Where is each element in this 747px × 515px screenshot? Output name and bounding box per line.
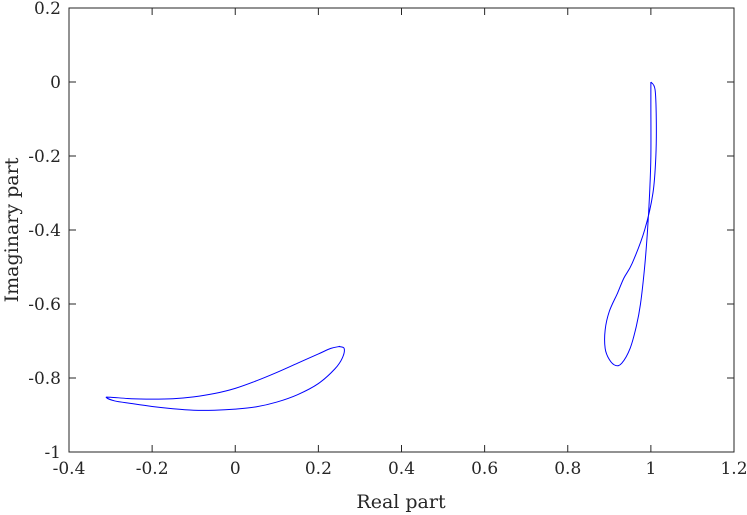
series-1-curve [604, 81, 657, 367]
x-tick-label: 0.6 [471, 459, 498, 479]
curves-layer [105, 81, 657, 411]
ticks-layer: -0.4 -0.2 0 0.2 0.4 0.6 0.8 1 1.2 -1 -0.8 -0.6 -0.4 -… [28, 0, 747, 479]
x-axis-label: Real part [356, 491, 446, 513]
y-tick-label: 0 [50, 73, 61, 93]
x-tick-label: -0.4 [53, 459, 86, 479]
y-tick-label: -1 [44, 443, 61, 463]
series-2-curve [105, 345, 345, 411]
x-tick-label: 0.4 [388, 459, 415, 479]
x-tick-label: 0.2 [305, 459, 332, 479]
y-tick-label: -0.4 [28, 221, 61, 241]
x-tick-label: 0 [230, 459, 241, 479]
y-tick-label: -0.8 [28, 369, 61, 389]
y-tick-label: 0.2 [34, 0, 61, 19]
plot-background [69, 8, 734, 452]
x-tick-label: 1.2 [720, 459, 747, 479]
x-tick-label: -0.2 [136, 459, 169, 479]
x-tick-label: 1 [645, 459, 656, 479]
y-tick-label: -0.6 [28, 295, 61, 315]
y-tick-label: -0.2 [28, 147, 61, 167]
y-axis-label: Imaginary part [1, 157, 23, 302]
x-tick-label: 0.8 [554, 459, 581, 479]
